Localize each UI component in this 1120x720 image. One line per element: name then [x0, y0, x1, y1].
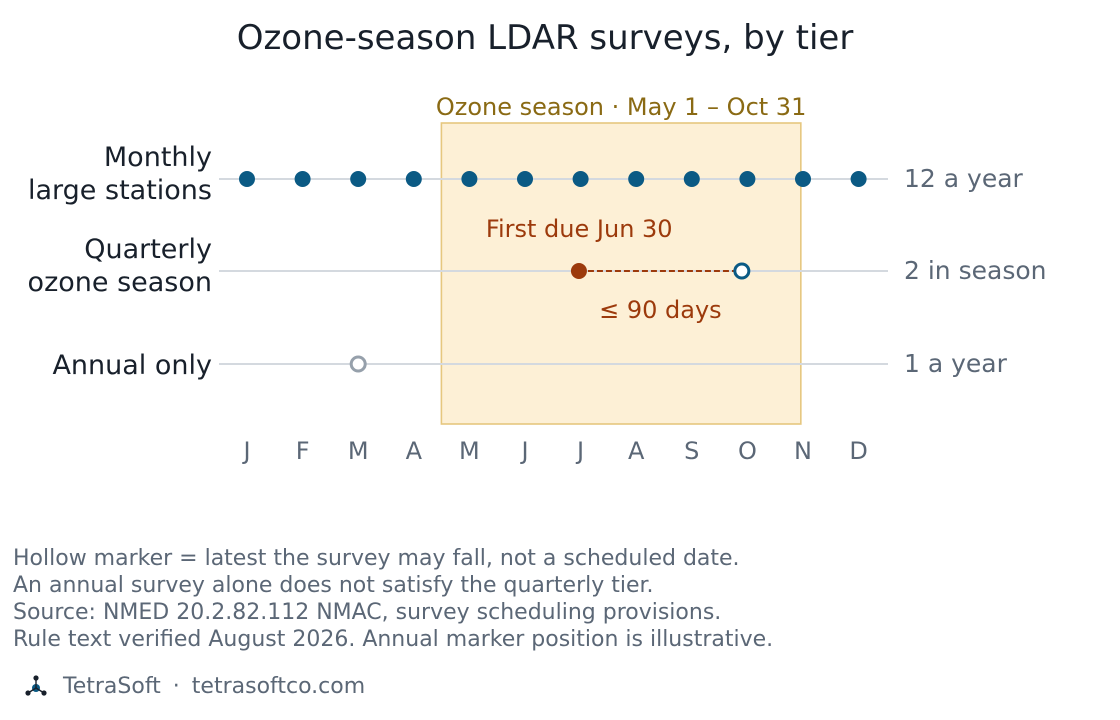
row-label-1-line-2: large stations	[28, 175, 212, 206]
month-tick-label: A	[406, 437, 423, 465]
footnote-4: Rule text verified August 2026. Annual m…	[13, 627, 774, 652]
ozone-season-label: Ozone season · May 1 – Oct 31	[436, 93, 806, 121]
footnote-2: An annual survey alone does not satisfy …	[13, 573, 654, 598]
chart: Ozone-season LDAR surveys, by tier Ozone …	[28, 18, 1047, 465]
footnotes: Hollow marker = latest the survey may fa…	[13, 545, 1103, 653]
row-right-label-1: 12 a year	[904, 164, 1024, 193]
marker-row2-1	[570, 263, 587, 279]
marker-row1-12	[850, 171, 867, 187]
brand-footer: TetraSoft · tetrasoftco.com	[24, 671, 365, 701]
brand-name: TetraSoft	[63, 673, 161, 699]
row-label-1-line-1: Monthly	[104, 142, 212, 173]
marker-row1-7	[572, 171, 589, 187]
interval-label: ≤ 90 days	[599, 296, 722, 324]
month-tick-label: J	[519, 437, 528, 465]
month-tick-label: N	[794, 437, 812, 465]
marker-row1-6	[517, 171, 533, 187]
marker-row1-9	[683, 171, 700, 187]
marker-row1-5	[461, 171, 478, 187]
row-label-2-line-1: Quarterly	[84, 234, 212, 265]
tetrasoft-logo-icon	[25, 675, 47, 696]
month-tick-label: J	[575, 437, 584, 465]
month-tick-label: F	[296, 437, 310, 465]
row-label-3-line-1: Annual only	[52, 350, 212, 381]
brand-separator: ·	[172, 673, 180, 699]
month-tick-label: D	[849, 437, 867, 465]
brand-url[interactable]: tetrasoftco.com	[191, 673, 366, 699]
marker-annotation: First due Jun 30	[486, 215, 673, 243]
marker-row1-11	[795, 171, 811, 187]
marker-row1-3	[350, 171, 367, 187]
footnote-3: Source: NMED 20.2.82.112 NMAC, survey sc…	[13, 600, 722, 625]
marker-row2-2	[733, 262, 751, 280]
month-tick-label: M	[348, 437, 369, 465]
marker-row1-8	[628, 171, 645, 187]
month-tick-label: M	[459, 437, 480, 465]
row-right-label-2: 2 in season	[904, 256, 1046, 285]
row-label-2-line-2: ozone season	[28, 267, 212, 298]
row-right-label-3: 1 a year	[904, 349, 1008, 378]
chart-title: Ozone-season LDAR surveys, by tier	[237, 18, 854, 58]
month-tick-label: A	[628, 437, 645, 465]
marker-row1-4	[405, 171, 422, 187]
month-tick-label: S	[684, 437, 699, 465]
month-tick-label: J	[241, 437, 250, 465]
month-tick-label: O	[738, 437, 757, 465]
marker-row1-10	[739, 171, 756, 187]
marker-row3-1	[349, 355, 367, 373]
marker-row1-2	[294, 171, 311, 187]
marker-row1-1	[239, 171, 255, 187]
footnote-1: Hollow marker = latest the survey may fa…	[13, 546, 740, 571]
